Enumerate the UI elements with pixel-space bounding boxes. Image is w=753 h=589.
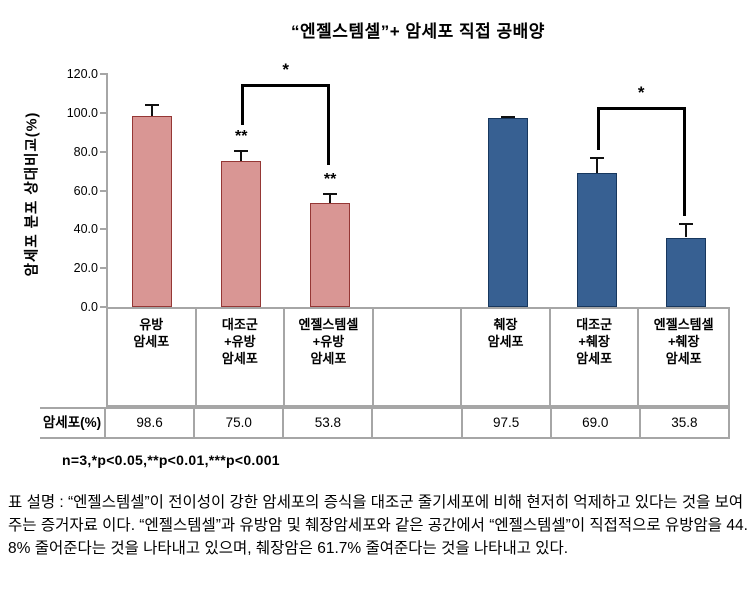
y-tick-label: 120.0 [66,67,98,81]
bar-2 [221,161,262,307]
data-table-row: 암세포(%) 98.6 75.0 53.8 97.5 69.0 35.8 [40,407,730,439]
figure-caption: 표 설명 : “엔젤스템셀”이 전이성이 강한 암세포의 증식을 대조군 줄기세… [8,494,748,557]
error-bar-cap [500,116,515,119]
significance-stars: ** [235,127,248,145]
category-label-7: 엔젤스템셀 +췌장 암세포 [653,317,714,366]
value-cell-1: 98.6 [106,409,196,437]
y-tick-mark [100,189,108,192]
error-bar-cap [678,223,693,226]
value-cell-3: 53.8 [284,409,374,437]
y-tick-label: 80.0 [73,144,98,159]
y-tick-mark [100,267,108,270]
comparison-bracket-2: * [596,84,686,216]
bracket-leg [241,85,245,125]
comparison-bracket-1: * [241,60,331,166]
error-bar-line [240,149,243,162]
error-bar-line [595,157,598,174]
y-tick-mark [100,228,108,231]
bar-3 [310,202,351,307]
bracket-significance-star: * [637,83,645,102]
error-bar-line [329,192,332,203]
y-tick-label: 100.0 [66,105,98,120]
value-cell-4 [373,409,463,437]
bar-6 [576,173,617,307]
value-cell-5: 97.5 [463,409,552,437]
error-bar-cap [589,157,604,160]
bar-1 [132,115,173,307]
category-label-5: 췌장 암세포 [462,309,551,405]
significance-stars: ** [323,170,337,188]
y-tick-mark [100,150,108,153]
bar-5 [487,117,528,307]
y-tick-label: 0.0 [80,300,98,314]
error-bar-cap [323,192,338,195]
value-cell-2: 75.0 [195,409,285,437]
category-label-6: 대조군 +췌장 암세포 [551,309,640,405]
bracket-leg [596,109,600,150]
significance-note: n=3,*p<0.05,**p<0.01,***p<0.001 [62,452,280,468]
error-bar-line [151,103,154,116]
chart-title: “엔젤스템셀”+ 암세포 직접 공배양 [291,22,545,41]
value-cell-7: 35.8 [641,409,730,437]
table-row-header: 암세포(%) [40,409,106,437]
y-tick-mark [100,306,108,308]
bracket-leg [682,109,686,216]
bracket-leg [327,85,331,166]
y-tick-label: 40.0 [73,222,98,237]
error-bar-cap [145,103,160,106]
value-cell-6: 69.0 [552,409,641,437]
bar-7 [665,237,706,307]
error-bar-line [684,223,687,238]
plot-area: 0.0 20.0 40.0 60.0 80.0 100.0 120.0 ** ** * * [67,60,730,314]
error-bar-cap [234,149,249,152]
category-label-4 [374,309,463,405]
y-tick-mark [100,73,108,75]
y-axis-label: 암세포 분포 상대비교(%) [24,111,41,277]
category-label-3: 엔젤스템셀 +유방 암세포 [285,309,374,405]
y-tick-label: 60.0 [73,183,98,198]
category-label-1: 유방 암세포 [108,309,197,405]
y-tick-label: 20.0 [73,261,98,276]
y-tick-mark [100,111,108,114]
category-label-row: 유방 암세포 대조군 +유방 암세포 엔젤스템셀 +유방 암세포 췌장 암세포 대조군 … [106,307,730,407]
bracket-significance-star: * [282,59,290,79]
category-label-2: 대조군 +유방 암세포 [197,309,286,405]
